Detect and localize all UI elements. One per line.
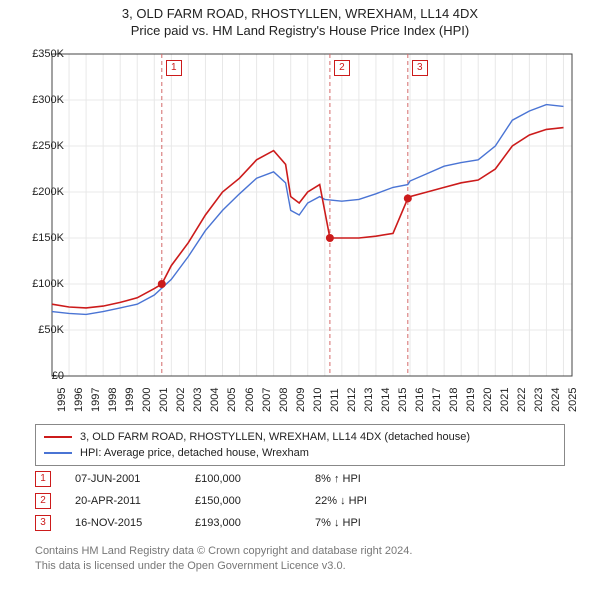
footnote-line: This data is licensed under the Open Gov… bbox=[35, 559, 412, 574]
x-tick-label: 2009 bbox=[295, 388, 307, 412]
sale-marker-number: 3 bbox=[35, 515, 51, 531]
x-tick-label: 2006 bbox=[244, 388, 256, 412]
sale-marker-number: 3 bbox=[412, 60, 428, 76]
legend-label: 3, OLD FARM ROAD, RHOSTYLLEN, WREXHAM, L… bbox=[80, 431, 470, 443]
x-tick-label: 2000 bbox=[141, 388, 153, 412]
y-tick-label: £150K bbox=[32, 232, 64, 244]
x-tick-label: 2004 bbox=[209, 388, 221, 412]
sale-price: £150,000 bbox=[195, 495, 315, 507]
sale-event-row: 3 16-NOV-2015£193,0007% ↓ HPI bbox=[35, 512, 565, 534]
chart-container: 3, OLD FARM ROAD, RHOSTYLLEN, WREXHAM, L… bbox=[0, 0, 600, 590]
sale-hpi-delta: 22% ↓ HPI bbox=[315, 495, 435, 507]
x-tick-label: 2024 bbox=[550, 388, 562, 412]
x-tick-label: 2003 bbox=[192, 388, 204, 412]
sale-hpi-delta: 8% ↑ HPI bbox=[315, 473, 435, 485]
legend-row: HPI: Average price, detached house, Wrex… bbox=[44, 445, 556, 461]
subtitle: Price paid vs. HM Land Registry's House … bbox=[0, 23, 600, 40]
legend-swatch bbox=[44, 452, 72, 454]
footnote-line: Contains HM Land Registry data © Crown c… bbox=[35, 544, 412, 559]
y-tick-label: £350K bbox=[32, 48, 64, 60]
x-tick-label: 2010 bbox=[312, 388, 324, 412]
sale-hpi-delta: 7% ↓ HPI bbox=[315, 517, 435, 529]
legend-row: 3, OLD FARM ROAD, RHOSTYLLEN, WREXHAM, L… bbox=[44, 429, 556, 445]
y-tick-label: £250K bbox=[32, 140, 64, 152]
x-tick-label: 2021 bbox=[499, 388, 511, 412]
x-tick-label: 2020 bbox=[482, 388, 494, 412]
x-tick-label: 1998 bbox=[107, 388, 119, 412]
x-tick-label: 2015 bbox=[397, 388, 409, 412]
x-tick-label: 2013 bbox=[363, 388, 375, 412]
address-title: 3, OLD FARM ROAD, RHOSTYLLEN, WREXHAM, L… bbox=[0, 6, 600, 23]
x-tick-label: 2017 bbox=[431, 388, 443, 412]
sale-date: 16-NOV-2015 bbox=[75, 517, 195, 529]
legend-swatch bbox=[44, 436, 72, 438]
sale-price: £100,000 bbox=[195, 473, 315, 485]
x-tick-label: 2005 bbox=[226, 388, 238, 412]
x-tick-label: 2016 bbox=[414, 388, 426, 412]
x-tick-label: 2002 bbox=[175, 388, 187, 412]
sale-marker-number: 1 bbox=[166, 60, 182, 76]
sale-event-row: 1 07-JUN-2001£100,0008% ↑ HPI bbox=[35, 468, 565, 490]
x-tick-label: 2012 bbox=[346, 388, 358, 412]
sale-event-row: 2 20-APR-2011£150,00022% ↓ HPI bbox=[35, 490, 565, 512]
y-tick-label: £200K bbox=[32, 186, 64, 198]
sale-date: 20-APR-2011 bbox=[75, 495, 195, 507]
x-tick-label: 2008 bbox=[278, 388, 290, 412]
x-tick-label: 1997 bbox=[90, 388, 102, 412]
sale-price: £193,000 bbox=[195, 517, 315, 529]
sale-events-table: 1 07-JUN-2001£100,0008% ↑ HPI 2 20-APR-2011… bbox=[35, 468, 565, 534]
y-tick-label: £0 bbox=[52, 370, 64, 382]
sale-date: 07-JUN-2001 bbox=[75, 473, 195, 485]
chart-area bbox=[48, 50, 578, 380]
sale-marker-number: 2 bbox=[334, 60, 350, 76]
sale-marker-number: 1 bbox=[35, 471, 51, 487]
x-tick-label: 1995 bbox=[56, 388, 68, 412]
x-tick-label: 2007 bbox=[261, 388, 273, 412]
chart-svg bbox=[48, 50, 578, 380]
x-tick-label: 2011 bbox=[329, 388, 341, 412]
footnote: Contains HM Land Registry data © Crown c… bbox=[35, 544, 412, 574]
sale-marker-number: 2 bbox=[35, 493, 51, 509]
y-tick-label: £50K bbox=[38, 324, 64, 336]
x-tick-label: 2023 bbox=[533, 388, 545, 412]
title-block: 3, OLD FARM ROAD, RHOSTYLLEN, WREXHAM, L… bbox=[0, 0, 600, 40]
x-tick-label: 2025 bbox=[567, 388, 579, 412]
x-tick-label: 1996 bbox=[73, 388, 85, 412]
y-tick-label: £300K bbox=[32, 94, 64, 106]
x-tick-label: 2014 bbox=[380, 388, 392, 412]
x-tick-label: 2022 bbox=[516, 388, 528, 412]
legend: 3, OLD FARM ROAD, RHOSTYLLEN, WREXHAM, L… bbox=[35, 424, 565, 466]
x-tick-label: 2019 bbox=[465, 388, 477, 412]
x-tick-label: 1999 bbox=[124, 388, 136, 412]
x-tick-label: 2001 bbox=[158, 388, 170, 412]
legend-label: HPI: Average price, detached house, Wrex… bbox=[80, 447, 309, 459]
x-tick-label: 2018 bbox=[448, 388, 460, 412]
y-tick-label: £100K bbox=[32, 278, 64, 290]
